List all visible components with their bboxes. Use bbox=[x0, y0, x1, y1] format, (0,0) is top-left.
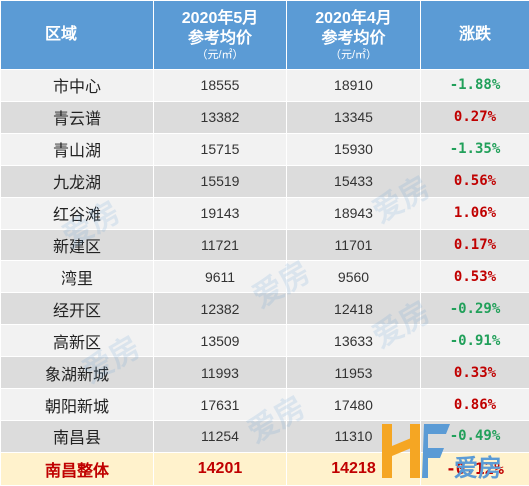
cell-area: 朝阳新城 bbox=[0, 388, 154, 421]
table-row: 南昌县 11254 11310 -0.49% bbox=[0, 419, 529, 453]
cell-area: 九龙湖 bbox=[0, 164, 154, 198]
table-row: 朝阳新城 17631 17480 0.86% bbox=[0, 388, 529, 421]
cell-area: 经开区 bbox=[0, 292, 154, 326]
total-apr-price: 14218 bbox=[286, 451, 421, 486]
cell-area: 南昌县 bbox=[0, 419, 154, 453]
cell-apr-price: 11310 bbox=[286, 419, 421, 453]
cell-may-price: 18555 bbox=[153, 69, 287, 102]
cell-apr-price: 9560 bbox=[286, 260, 421, 294]
table-row: 青山湖 15715 15930 -1.35% bbox=[0, 132, 529, 166]
cell-area: 象湖新城 bbox=[0, 356, 154, 390]
total-may-price: 14201 bbox=[153, 451, 287, 486]
header-may-unit: （元/㎡） bbox=[196, 48, 244, 61]
cell-may-price: 9611 bbox=[153, 260, 287, 294]
cell-area: 市中心 bbox=[0, 69, 154, 102]
cell-change: -1.35% bbox=[420, 132, 529, 166]
cell-area: 高新区 bbox=[0, 324, 154, 358]
table-row: 高新区 13509 13633 -0.91% bbox=[0, 324, 529, 358]
header-may: 2020年5月 参考均价 （元/㎡） bbox=[153, 0, 287, 70]
header-may-line1: 2020年5月 bbox=[181, 9, 259, 27]
header-row: 区域 2020年5月 参考均价 （元/㎡） 2020年4月 参考均价 （元/㎡）… bbox=[0, 0, 529, 70]
cell-area: 湾里 bbox=[0, 260, 154, 294]
cell-change: -0.49% bbox=[420, 419, 529, 453]
cell-change: -1.88% bbox=[420, 69, 529, 102]
cell-may-price: 11993 bbox=[153, 356, 287, 390]
cell-apr-price: 11953 bbox=[286, 356, 421, 390]
cell-change: 0.33% bbox=[420, 356, 529, 390]
cell-may-price: 11721 bbox=[153, 228, 287, 262]
cell-may-price: 15519 bbox=[153, 164, 287, 198]
table-row: 红谷滩 19143 18943 1.06% bbox=[0, 196, 529, 230]
cell-apr-price: 15433 bbox=[286, 164, 421, 198]
header-apr-line1: 2020年4月 bbox=[315, 9, 392, 27]
cell-change: 1.06% bbox=[420, 196, 529, 230]
cell-change: 0.27% bbox=[420, 100, 529, 134]
table-row: 经开区 12382 12418 -0.29% bbox=[0, 292, 529, 326]
cell-change: 0.56% bbox=[420, 164, 529, 198]
header-apr-unit: （元/㎡） bbox=[329, 48, 378, 61]
cell-may-price: 13509 bbox=[153, 324, 287, 358]
cell-may-price: 13382 bbox=[153, 100, 287, 134]
table-row: 九龙湖 15519 15433 0.56% bbox=[0, 164, 529, 198]
cell-change: 0.86% bbox=[420, 388, 529, 421]
cell-may-price: 17631 bbox=[153, 388, 287, 421]
cell-apr-price: 18943 bbox=[286, 196, 421, 230]
cell-may-price: 15715 bbox=[153, 132, 287, 166]
table-row: 市中心 18555 18910 -1.88% bbox=[0, 69, 529, 102]
table-row: 新建区 11721 11701 0.17% bbox=[0, 228, 529, 262]
table-body: 市中心 18555 18910 -1.88% 青云谱 13382 13345 0.27% 青山湖… bbox=[0, 69, 529, 486]
cell-area: 青云谱 bbox=[0, 100, 154, 134]
cell-area: 青山湖 bbox=[0, 132, 154, 166]
header-apr-line2: 参考均价 bbox=[321, 29, 386, 47]
cell-change: 0.53% bbox=[420, 260, 529, 294]
header-apr: 2020年4月 参考均价 （元/㎡） bbox=[286, 0, 421, 70]
header-change: 涨跌 bbox=[420, 0, 529, 70]
header-may-line2: 参考均价 bbox=[187, 29, 252, 47]
cell-apr-price: 15930 bbox=[286, 132, 421, 166]
cell-change: -0.29% bbox=[420, 292, 529, 326]
cell-may-price: 19143 bbox=[153, 196, 287, 230]
table-row: 象湖新城 11993 11953 0.33% bbox=[0, 356, 529, 390]
cell-may-price: 11254 bbox=[153, 419, 287, 453]
cell-apr-price: 12418 bbox=[286, 292, 421, 326]
cell-apr-price: 13633 bbox=[286, 324, 421, 358]
cell-change: -0.91% bbox=[420, 324, 529, 358]
cell-apr-price: 18910 bbox=[286, 69, 421, 102]
table-row: 湾里 9611 9560 0.53% bbox=[0, 260, 529, 294]
cell-may-price: 12382 bbox=[153, 292, 287, 326]
cell-apr-price: 13345 bbox=[286, 100, 421, 134]
total-area: 南昌整体 bbox=[0, 451, 154, 486]
total-change: -0.12% bbox=[420, 451, 529, 486]
header-area: 区域 bbox=[0, 0, 154, 70]
cell-area: 红谷滩 bbox=[0, 196, 154, 230]
cell-apr-price: 17480 bbox=[286, 388, 421, 421]
cell-change: 0.17% bbox=[420, 228, 529, 262]
table-row: 青云谱 13382 13345 0.27% bbox=[0, 100, 529, 134]
cell-area: 新建区 bbox=[0, 228, 154, 262]
cell-apr-price: 11701 bbox=[286, 228, 421, 262]
total-row: 南昌整体 14201 14218 -0.12% bbox=[0, 451, 529, 486]
